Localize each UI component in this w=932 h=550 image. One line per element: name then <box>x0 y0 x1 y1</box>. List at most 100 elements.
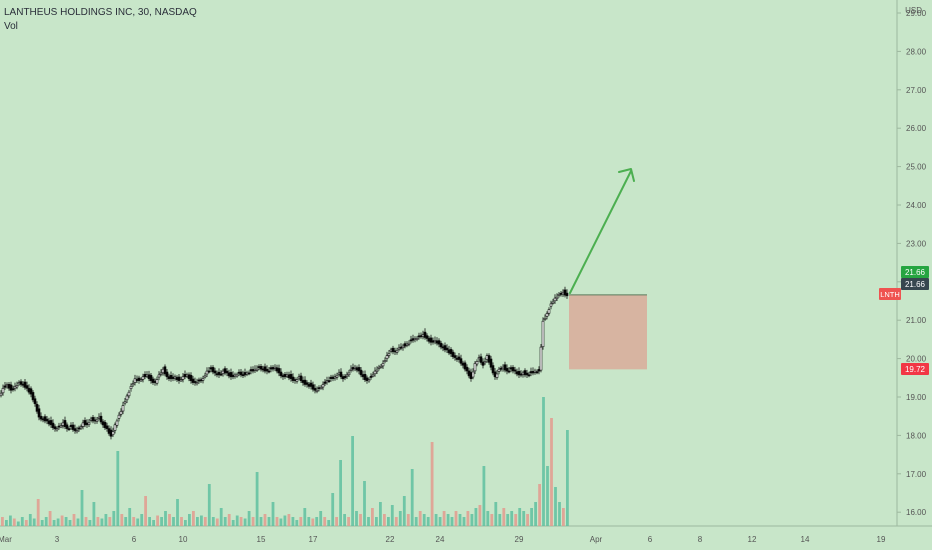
volume-bar <box>64 517 68 526</box>
candle-body <box>255 368 259 371</box>
volume-bar <box>243 518 247 526</box>
candle-body <box>49 420 53 426</box>
candle-body <box>295 379 299 382</box>
candle-body <box>9 384 13 391</box>
candle-body <box>207 370 211 373</box>
volume-bar <box>490 514 494 526</box>
symbol-badge: LNTH <box>879 288 901 300</box>
candle-body <box>439 342 443 348</box>
volume-bar <box>180 517 183 526</box>
volume-bar <box>148 517 151 526</box>
volume-bar <box>168 514 171 526</box>
candle-body <box>555 296 559 300</box>
volume-bar <box>323 517 327 526</box>
candle-body <box>349 368 353 371</box>
candle-body <box>517 370 521 376</box>
candle-body <box>231 374 235 378</box>
candle-body <box>245 372 249 375</box>
volume-bar <box>474 508 478 526</box>
volume-bar <box>371 508 374 526</box>
candle-body <box>143 373 147 378</box>
candle-body <box>327 380 331 383</box>
volume-bar <box>235 515 239 526</box>
volume-bar <box>426 517 430 526</box>
candle-body <box>161 368 165 374</box>
volume-bar <box>470 514 474 526</box>
candle-body <box>311 384 315 390</box>
candle-body <box>319 387 323 389</box>
candle-body <box>117 414 121 419</box>
candle-body <box>121 405 125 412</box>
candle-body <box>221 370 225 374</box>
candle-body <box>415 338 419 340</box>
candle-body <box>343 375 347 379</box>
candle-body <box>125 395 129 401</box>
candle-body <box>277 368 281 374</box>
projection-arrow-line[interactable] <box>569 170 632 294</box>
volume-bar <box>359 514 362 526</box>
candle-body <box>249 369 253 372</box>
volume-bar <box>80 490 84 526</box>
price-tick-label: 24.00 <box>906 201 927 210</box>
candle-body <box>237 371 241 374</box>
target-price-badge-text: 21.66 <box>905 268 926 277</box>
volume-bar <box>498 514 502 526</box>
volume-bar <box>267 517 271 526</box>
candle-body <box>299 375 303 381</box>
volume-bar <box>9 515 12 526</box>
candle-body <box>217 371 221 376</box>
volume-bar <box>60 515 64 526</box>
candle-body <box>489 358 493 368</box>
candle-body <box>235 374 239 377</box>
candle-body <box>543 317 547 320</box>
candle-body <box>259 365 263 370</box>
volume-bar <box>546 466 549 526</box>
candle-body <box>545 313 549 317</box>
time-tick-label: Mar <box>0 535 12 544</box>
candle-body <box>463 362 467 370</box>
candle-body <box>381 363 385 367</box>
candle-body <box>79 426 83 429</box>
last-price-badge-text: 21.66 <box>905 280 926 289</box>
candle-body <box>347 372 351 376</box>
projection-arrow-head[interactable] <box>618 168 635 182</box>
time-tick-label: 10 <box>179 535 188 544</box>
volume-bar <box>100 518 104 526</box>
candle-body <box>233 374 237 377</box>
candle-body <box>137 377 141 382</box>
volume-bar <box>172 517 175 526</box>
candle-body <box>507 370 511 373</box>
candle-body <box>171 376 175 380</box>
candle-body <box>159 372 163 375</box>
candle-body <box>75 430 79 433</box>
candle-body <box>481 361 485 366</box>
volume-bar <box>72 514 76 526</box>
candle-body <box>201 378 205 381</box>
candle-body <box>175 377 179 380</box>
volume-bar <box>383 514 386 526</box>
time-tick-label: 14 <box>801 535 810 544</box>
candle-body <box>473 363 477 372</box>
candle-body <box>65 424 69 429</box>
candle-body <box>243 372 247 376</box>
volume-bar <box>188 514 191 526</box>
stop-price-badge-bg <box>901 363 929 375</box>
volume-bar <box>494 502 498 526</box>
time-tick-label: 22 <box>386 535 395 544</box>
candle-body <box>51 422 55 429</box>
candle-body <box>405 343 409 346</box>
volume-bar <box>554 487 557 526</box>
candle-body <box>131 383 135 386</box>
volume-bar <box>530 508 533 526</box>
price-tick-label: 20.00 <box>906 355 927 364</box>
candle-body <box>253 368 257 371</box>
time-tick-label: 19 <box>877 535 886 544</box>
time-tick-label: 24 <box>436 535 445 544</box>
volume-bar <box>275 517 279 526</box>
volume-bar <box>160 517 163 526</box>
candle-body <box>89 418 93 421</box>
risk-zone-box[interactable] <box>569 294 647 370</box>
candle-body <box>37 408 41 418</box>
